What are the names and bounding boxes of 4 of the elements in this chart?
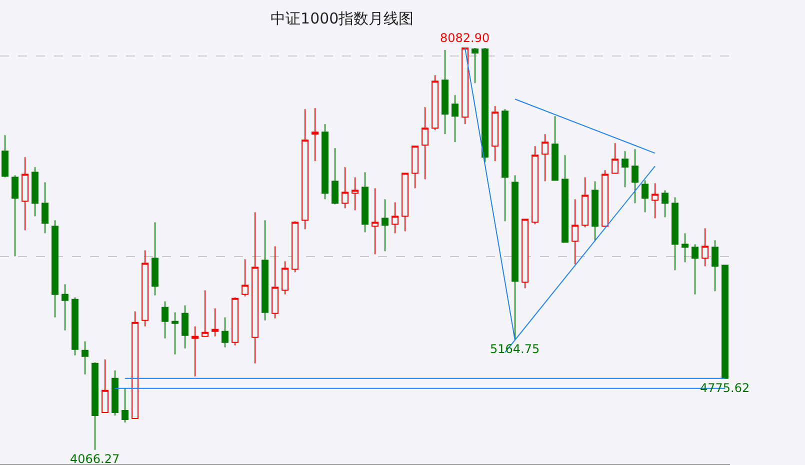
- annotation: 4775.62: [700, 381, 750, 395]
- annotation: 4066.27: [70, 452, 120, 465]
- text: 中证1000指数月线图: [270, 9, 414, 28]
- annotation: 8082.90: [440, 31, 490, 45]
